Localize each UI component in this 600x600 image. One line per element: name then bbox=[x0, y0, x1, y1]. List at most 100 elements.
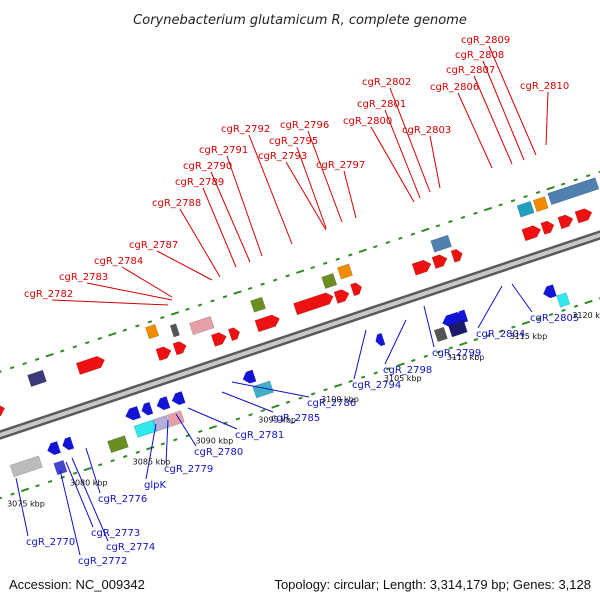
reverse-gene-arrow bbox=[375, 332, 386, 347]
tick-inner bbox=[573, 304, 579, 308]
feature-box bbox=[556, 292, 571, 308]
feature-box bbox=[107, 435, 129, 454]
feature-box bbox=[252, 380, 274, 399]
forward-gene-label: cgR_2782 bbox=[24, 289, 73, 300]
reverse-gene-arrow bbox=[141, 401, 154, 416]
forward-leader-line bbox=[179, 208, 221, 278]
tick-outer bbox=[60, 349, 65, 353]
tick-inner bbox=[135, 450, 140, 454]
tick-inner bbox=[47, 479, 53, 484]
feature-box bbox=[133, 419, 158, 438]
reverse-leader-line bbox=[187, 407, 238, 430]
tick-outer bbox=[147, 320, 153, 324]
forward-gene-arrow bbox=[75, 355, 106, 375]
tick-inner bbox=[423, 354, 428, 358]
forward-gene-label: cgR_2784 bbox=[94, 256, 143, 267]
reverse-gene-label: cgR_2773 bbox=[91, 528, 140, 539]
feature-box bbox=[321, 273, 338, 289]
forward-leader-line bbox=[156, 250, 213, 281]
forward-gene-label: cgR_2806 bbox=[430, 82, 479, 93]
tick-outer bbox=[160, 316, 165, 320]
feature-box bbox=[547, 177, 600, 206]
tick-outer bbox=[322, 261, 328, 265]
tick-outer bbox=[9, 366, 15, 370]
tick-inner bbox=[396, 362, 405, 367]
reverse-gene-arrow bbox=[171, 390, 186, 406]
reverse-gene-label: cgR_2772 bbox=[78, 556, 127, 567]
reverse-leader-line bbox=[165, 419, 169, 464]
forward-gene-label: cgR_2807 bbox=[446, 65, 495, 76]
tick-inner bbox=[498, 329, 504, 333]
forward-leader-line bbox=[210, 171, 251, 263]
forward-gene-label: cgR_2796 bbox=[280, 120, 329, 131]
scale-label: 3085 kbp bbox=[133, 458, 171, 467]
tick-inner bbox=[348, 379, 353, 383]
tick-outer bbox=[197, 303, 203, 307]
reverse-gene-label: cgR_2781 bbox=[235, 430, 284, 441]
scale-label: 3075 kbp bbox=[7, 499, 45, 508]
reverse-gene-label: cgR_2780 bbox=[194, 447, 243, 458]
reverse-gene-label: cgR_2798 bbox=[383, 365, 432, 376]
tick-outer bbox=[233, 290, 242, 295]
tick-inner bbox=[373, 371, 378, 375]
forward-gene-arrow bbox=[350, 282, 363, 297]
forward-gene-label: cgR_2791 bbox=[199, 145, 248, 156]
tick-outer bbox=[272, 278, 278, 282]
forward-leader-line bbox=[51, 299, 169, 306]
reverse-leader-line bbox=[353, 329, 367, 380]
forward-gene-arrow bbox=[521, 225, 542, 242]
accession-text: Accession: NC_009342 bbox=[9, 577, 145, 592]
tick-outer bbox=[498, 203, 503, 207]
tick-inner bbox=[83, 466, 92, 472]
reverse-gene-label: cgR_2805 bbox=[530, 313, 579, 324]
forward-leader-line bbox=[296, 146, 327, 229]
tick-outer bbox=[210, 299, 215, 303]
tick-inner bbox=[459, 341, 468, 347]
reverse-leader-line bbox=[175, 413, 197, 447]
tick-outer bbox=[385, 240, 391, 245]
forward-gene-label: cgR_2802 bbox=[362, 77, 411, 88]
tick-outer bbox=[296, 269, 305, 274]
forward-gene-arrow bbox=[293, 292, 334, 316]
reverse-gene-arrow bbox=[456, 309, 469, 324]
tick-inner bbox=[248, 413, 253, 417]
forward-gene-label: cgR_2808 bbox=[455, 50, 504, 61]
scale-label: 3100 kbp bbox=[321, 395, 359, 404]
tick-outer bbox=[34, 357, 40, 361]
forward-gene-label: cgR_2788 bbox=[152, 198, 201, 209]
tick-inner bbox=[561, 308, 566, 312]
reverse-gene-label: cgR_2779 bbox=[164, 464, 213, 475]
forward-gene-label: cgR_2797 bbox=[316, 160, 365, 171]
scale-label: 3110 kbp bbox=[447, 353, 485, 362]
forward-gene-arrow bbox=[333, 289, 350, 304]
tick-outer bbox=[0, 370, 2, 374]
tick-inner bbox=[298, 396, 303, 400]
backbone-core bbox=[0, 232, 600, 438]
tick-outer bbox=[473, 211, 478, 215]
tick-inner bbox=[160, 442, 166, 446]
tick-outer bbox=[72, 345, 77, 349]
reverse-gene-arrow bbox=[242, 369, 257, 384]
topology-text: Topology: circular; Length: 3,314,179 bp… bbox=[274, 577, 591, 592]
feature-box bbox=[250, 296, 267, 313]
tick-inner bbox=[310, 392, 316, 396]
tick-outer bbox=[358, 248, 367, 254]
reverse-gene-label: cgR_2799 bbox=[432, 348, 481, 359]
feature-box bbox=[145, 323, 160, 340]
feature-box bbox=[430, 234, 452, 253]
reverse-gene-label: glpK bbox=[144, 480, 166, 491]
tick-outer bbox=[97, 336, 103, 341]
reverse-leader-line bbox=[511, 283, 533, 313]
forward-gene-arrow bbox=[155, 346, 172, 362]
feature-box bbox=[433, 326, 448, 343]
tick-inner bbox=[208, 425, 217, 430]
feature-box bbox=[189, 316, 215, 336]
reverse-gene-arrow bbox=[125, 405, 142, 421]
reverse-gene-arrow bbox=[156, 396, 171, 411]
reverse-gene-label: cgR_2785 bbox=[271, 413, 320, 424]
tick-inner bbox=[333, 383, 343, 388]
scale-label: 3095 kbp bbox=[258, 416, 296, 425]
feature-box bbox=[532, 196, 549, 213]
reverse-gene-label: cgR_2770 bbox=[26, 537, 75, 548]
tick-outer bbox=[535, 190, 541, 194]
